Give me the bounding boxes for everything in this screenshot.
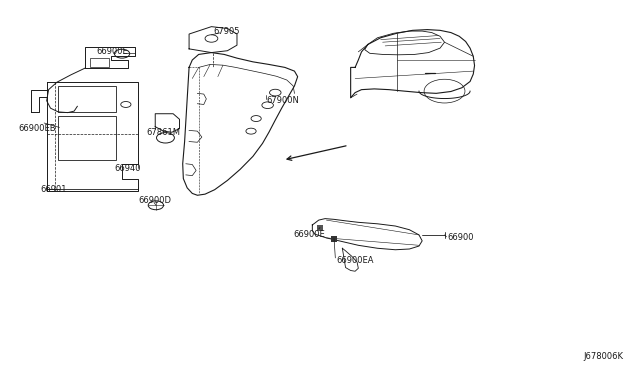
Bar [90, 58, 109, 67]
Text: 67900N: 67900N [266, 96, 300, 105]
Bar [58, 116, 116, 160]
Text: 66900EA: 66900EA [337, 256, 374, 264]
Text: 66900D: 66900D [139, 196, 172, 205]
Text: 66900E: 66900E [97, 47, 128, 56]
Text: 66901: 66901 [40, 185, 67, 194]
Text: 66900E: 66900E [293, 230, 325, 239]
Text: 66940: 66940 [115, 164, 141, 173]
Bar [58, 86, 116, 112]
Text: 67861M: 67861M [147, 128, 180, 137]
Text: 66900EB: 66900EB [19, 124, 56, 134]
Text: J678006K: J678006K [583, 352, 623, 361]
Text: 67905: 67905 [213, 26, 240, 36]
Text: 66900: 66900 [448, 233, 474, 243]
